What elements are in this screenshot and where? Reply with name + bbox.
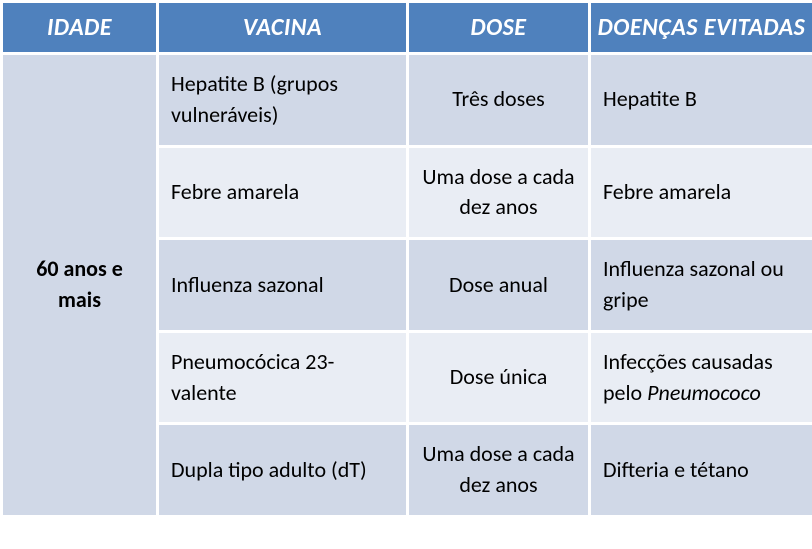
dose-cell: Dose anual	[408, 239, 590, 332]
vaccine-cell: Hepatite B (grupos vulneráveis)	[158, 54, 408, 147]
dose-cell: Uma dose a cada dez anos	[408, 146, 590, 239]
disease-cell: Hepatite B	[590, 54, 812, 147]
vaccine-cell: Febre amarela	[158, 146, 408, 239]
vaccine-cell: Dupla tipo adulto (dT)	[158, 424, 408, 517]
dose-cell: Dose única	[408, 331, 590, 424]
disease-cell: Febre amarela	[590, 146, 812, 239]
vaccine-cell: Pneumocócica 23-valente	[158, 331, 408, 424]
col-header-dose: DOSE	[408, 2, 590, 54]
dose-cell: Três doses	[408, 54, 590, 147]
disease-cell: Influenza sazonal ou gripe	[590, 239, 812, 332]
col-header-idade: IDADE	[2, 2, 158, 54]
vaccine-cell: Influenza sazonal	[158, 239, 408, 332]
col-header-doencas: DOENÇAS EVITADAS	[590, 2, 812, 54]
disease-cell: Infecções causadas pelo Pneumococo	[590, 331, 812, 424]
age-cell: 60 anos e mais	[2, 54, 158, 517]
dose-cell: Uma dose a cada dez anos	[408, 424, 590, 517]
header-row: IDADE VACINA DOSE DOENÇAS EVITADAS	[2, 2, 812, 54]
disease-italic: Pneumococo	[647, 379, 761, 406]
col-header-vacina: VACINA	[158, 2, 408, 54]
disease-cell: Difteria e tétano	[590, 424, 812, 517]
vaccine-table: IDADE VACINA DOSE DOENÇAS EVITADAS 60 an…	[0, 0, 812, 518]
table-row: 60 anos e mais Hepatite B (grupos vulner…	[2, 54, 812, 147]
